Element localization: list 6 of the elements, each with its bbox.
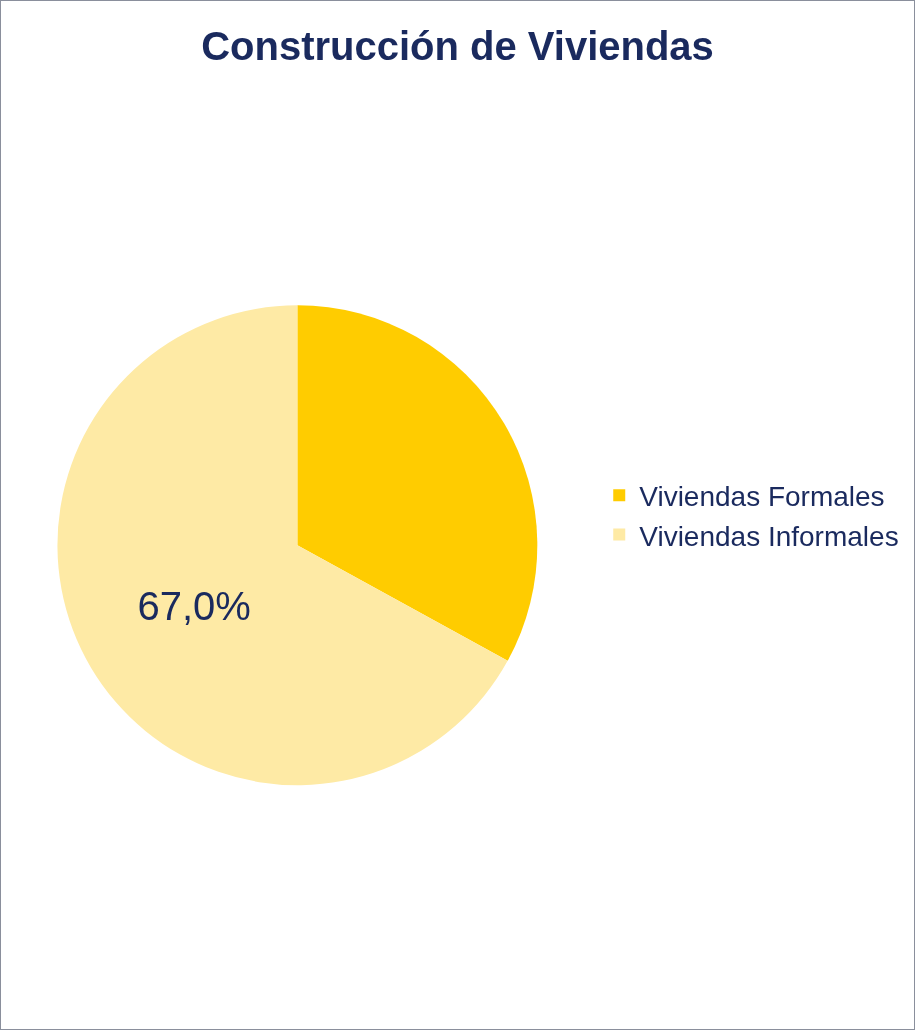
- data-label: 67,0%: [137, 584, 251, 629]
- pie-slice: [57, 305, 508, 785]
- legend-label: Viviendas Informales: [639, 520, 899, 552]
- pie-slice: [297, 305, 538, 661]
- chart-title: Construcción de Viviendas: [201, 23, 714, 68]
- legend-label: Viviendas Formales: [639, 481, 885, 513]
